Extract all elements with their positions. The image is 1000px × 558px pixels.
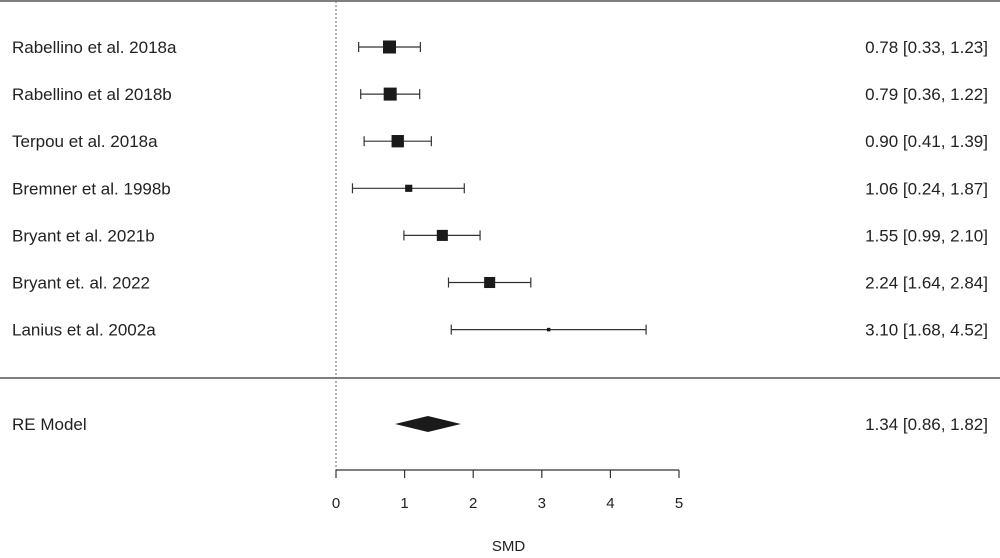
study-row: Rabellino et al. 2018a 0.78 [0.33, 1.23] bbox=[12, 38, 988, 57]
study-row: Bryant et al. 2021b 1.55 [0.99, 2.10] bbox=[12, 226, 988, 245]
study-row: Bryant et. al. 2022 2.24 [1.64, 2.84] bbox=[12, 274, 988, 293]
study-row: Bremner et al. 1998b 1.06 [0.24, 1.87] bbox=[12, 179, 988, 198]
x-axis: 0 1 2 3 4 5 SMD bbox=[332, 469, 683, 555]
study-row: Terpou et al. 2018a 0.90 [0.41, 1.39] bbox=[12, 132, 988, 151]
summary-row: RE Model 1.34 [0.86, 1.82] bbox=[12, 415, 988, 434]
x-tick-label: 5 bbox=[675, 495, 683, 512]
x-tick-label: 3 bbox=[538, 495, 546, 512]
study-label: Rabellino et al. 2018a bbox=[12, 38, 177, 57]
summary-label: RE Model bbox=[12, 415, 87, 434]
study-row: Rabellino et al 2018b 0.79 [0.36, 1.22] bbox=[12, 85, 988, 104]
estimate-text: 3.10 [1.68, 4.52] bbox=[865, 321, 988, 340]
summary-estimate-text: 1.34 [0.86, 1.82] bbox=[865, 415, 988, 434]
study-label: Bremner et al. 1998b bbox=[12, 179, 171, 198]
x-tick-label: 1 bbox=[400, 495, 408, 512]
x-tick-label: 2 bbox=[469, 495, 477, 512]
point-estimate-marker bbox=[391, 135, 404, 148]
study-label: Terpou et al. 2018a bbox=[12, 132, 158, 151]
estimate-text: 1.55 [0.99, 2.10] bbox=[865, 226, 988, 245]
point-estimate-marker bbox=[383, 87, 397, 101]
point-estimate-marker bbox=[484, 276, 496, 289]
estimate-text: 0.78 [0.33, 1.23] bbox=[865, 38, 988, 57]
point-estimate-marker bbox=[436, 229, 448, 241]
x-tick-label: 0 bbox=[332, 495, 340, 512]
study-row: Lanius et al. 2002a 3.10 [1.68, 4.52] bbox=[12, 321, 988, 340]
study-label: Lanius et al. 2002a bbox=[12, 321, 156, 340]
estimate-text: 0.90 [0.41, 1.39] bbox=[865, 132, 988, 151]
summary-diamond bbox=[394, 416, 461, 432]
study-label: Bryant et. al. 2022 bbox=[12, 274, 150, 293]
x-axis-title: SMD bbox=[492, 538, 526, 555]
point-estimate-marker bbox=[383, 40, 397, 54]
estimate-text: 1.06 [0.24, 1.87] bbox=[865, 179, 988, 198]
study-label: Bryant et al. 2021b bbox=[12, 226, 155, 245]
x-tick-label: 4 bbox=[606, 495, 614, 512]
point-estimate-marker bbox=[405, 184, 413, 192]
estimate-text: 2.24 [1.64, 2.84] bbox=[865, 274, 988, 293]
study-label: Rabellino et al 2018b bbox=[12, 85, 172, 104]
study-rows: Rabellino et al. 2018a 0.78 [0.33, 1.23]R… bbox=[12, 38, 988, 340]
point-estimate-marker bbox=[546, 327, 551, 332]
estimate-text: 0.79 [0.36, 1.22] bbox=[865, 85, 988, 104]
